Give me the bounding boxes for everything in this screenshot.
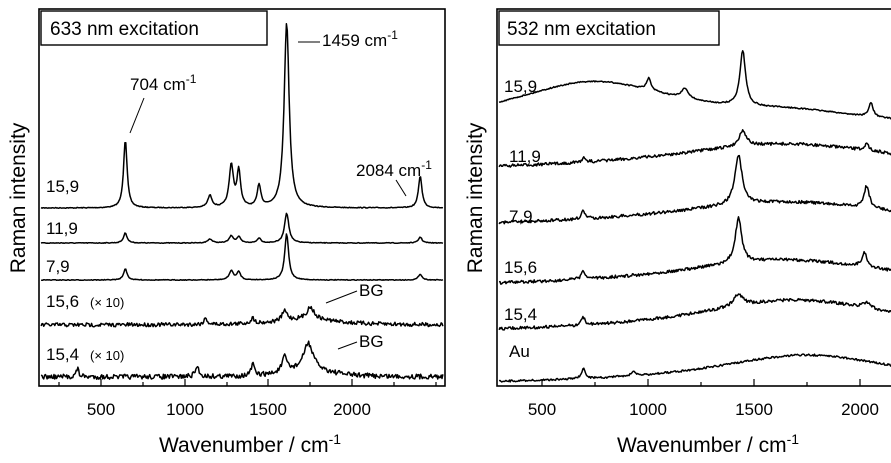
- right-x-axis-label: Wavenumber / cm-1: [617, 431, 799, 457]
- left-series-scale-15-6: (× 10): [90, 295, 124, 310]
- right-title-box: [498, 10, 720, 46]
- right-trace-4: [498, 216, 891, 285]
- left-traces: [40, 23, 444, 380]
- right-xtick-label-2000: 2000: [841, 400, 879, 419]
- left-x-axis-label: Wavenumber / cm-1: [159, 431, 341, 457]
- left-plot-frame: [38, 8, 446, 387]
- right-series-label-7-9: 7,9: [509, 207, 533, 226]
- annotation-bg-15-6: BG: [359, 281, 384, 300]
- right-series-label-11-9: 11,9: [509, 147, 541, 166]
- right-trace-6: [498, 353, 891, 383]
- annotation-bg-15-4: BG: [359, 332, 384, 351]
- right-series-label-15-4: 15,4: [504, 305, 537, 324]
- left-title-box: [40, 10, 268, 46]
- left-trace-1: [40, 23, 444, 209]
- left-y-axis-label: Raman intensity: [7, 122, 30, 273]
- right-xtick-label-1000: 1000: [629, 400, 667, 419]
- left-series-label-7-9: 7,9: [46, 257, 70, 276]
- annotation-704-leader: [129, 97, 145, 134]
- left-panel: 633 nm excitation Raman intensity 500 10…: [7, 8, 446, 457]
- right-trace-2: [498, 129, 891, 168]
- annotation-1459: 1459 cm-1: [322, 28, 398, 50]
- left-title: 633 nm excitation: [50, 19, 199, 40]
- right-series-label-au: Au: [509, 342, 530, 361]
- left-xtick-label-2000: 2000: [333, 400, 371, 419]
- right-title: 532 nm excitation: [507, 19, 656, 40]
- left-trace-2: [40, 212, 444, 245]
- left-series-label-11-9: 11,9: [46, 219, 78, 238]
- right-series-label-15-9: 15,9: [504, 77, 537, 96]
- annotation-2084: 2084 cm-1: [356, 158, 432, 180]
- annotation-2084-leader: [395, 179, 407, 197]
- left-x-ticks: [58, 379, 437, 386]
- right-trace-1: [498, 50, 891, 120]
- right-trace-5: [498, 293, 891, 331]
- right-series-label-15-6: 15,6: [504, 258, 537, 277]
- left-trace-5: [40, 340, 444, 380]
- left-trace-3: [41, 233, 444, 282]
- annotation-704: 704 cm-1: [130, 72, 197, 94]
- right-panel: 532 nm excitation Raman intensity 500 10…: [464, 8, 891, 457]
- left-xtick-label-1000: 1000: [166, 400, 204, 419]
- left-xtick-label-500: 500: [87, 400, 115, 419]
- left-series-scale-15-4: (× 10): [90, 348, 124, 363]
- right-plot-frame: [496, 8, 891, 387]
- left-series-label-15-4: 15,4: [46, 345, 79, 364]
- annotation-bg-15-6-leader: [325, 290, 358, 304]
- left-xtick-label-1500: 1500: [249, 400, 287, 419]
- right-xtick-label-500: 500: [528, 400, 556, 419]
- annotation-bg-15-4-leader: [337, 341, 358, 350]
- right-y-axis-label: Raman intensity: [464, 122, 487, 273]
- left-series-label-15-9: 15,9: [46, 177, 79, 196]
- right-xtick-label-1500: 1500: [735, 400, 773, 419]
- right-x-ticks: [541, 379, 861, 386]
- left-trace-4: [40, 305, 444, 328]
- right-traces: [498, 50, 891, 383]
- left-series-label-15-6: 15,6: [46, 292, 79, 311]
- right-trace-3: [498, 154, 891, 225]
